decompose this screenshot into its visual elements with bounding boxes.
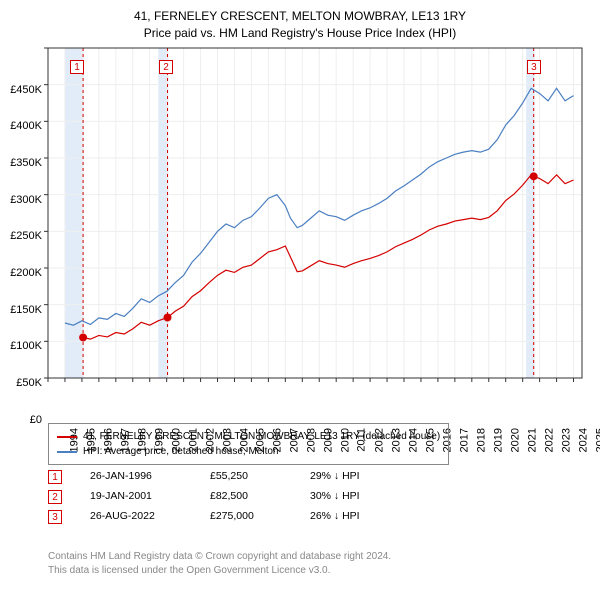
xtick-label: 2017: [458, 428, 470, 452]
ytick-label: £200K: [2, 267, 42, 279]
xtick-label: 2019: [492, 428, 504, 452]
event-price: £55,250: [210, 467, 282, 487]
event-price: £82,500: [210, 487, 282, 507]
event-delta: 30% ↓ HPI: [310, 487, 360, 507]
legend-swatch: [57, 451, 77, 453]
xtick-label: 2022: [543, 428, 555, 452]
event-number: 2: [48, 490, 62, 504]
legend-label: HPI: Average price, detached house, Melt…: [83, 444, 279, 459]
event-marker-1: 1: [70, 60, 84, 74]
xtick-label: 2020: [509, 428, 521, 452]
legend-label: 41, FERNELEY CRESCENT, MELTON MOWBRAY, L…: [83, 429, 440, 444]
ytick-label: £450K: [2, 84, 42, 96]
event-row: 2 19-JAN-2001 £82,500 30% ↓ HPI: [48, 487, 360, 507]
ytick-label: £50K: [2, 377, 42, 389]
legend-swatch: [57, 436, 77, 438]
xtick-label: 2018: [475, 428, 487, 452]
event-delta: 26% ↓ HPI: [310, 507, 360, 527]
xtick-label: 2025: [594, 428, 600, 452]
ytick-label: £250K: [2, 230, 42, 242]
chart-container: 41, FERNELEY CRESCENT, MELTON MOWBRAY, L…: [0, 0, 600, 590]
event-date: 26-JAN-1996: [90, 467, 182, 487]
legend-row: 41, FERNELEY CRESCENT, MELTON MOWBRAY, L…: [57, 429, 440, 444]
event-row: 1 26-JAN-1996 £55,250 29% ↓ HPI: [48, 467, 360, 487]
event-delta: 29% ↓ HPI: [310, 467, 360, 487]
ytick-label: £100K: [2, 340, 42, 352]
events-table: 1 26-JAN-1996 £55,250 29% ↓ HPI 2 19-JAN-2001…: [48, 467, 360, 527]
legend: 41, FERNELEY CRESCENT, MELTON MOWBRAY, L…: [48, 423, 449, 465]
xtick-label: 2021: [526, 428, 538, 452]
event-date: 26-AUG-2022: [90, 507, 182, 527]
footer-line-2: This data is licensed under the Open Gov…: [48, 564, 391, 578]
footer-attribution: Contains HM Land Registry data © Crown c…: [48, 550, 391, 578]
event-price: £275,000: [210, 507, 282, 527]
event-marker-3: 3: [527, 60, 541, 74]
xtick-label: 2024: [577, 428, 589, 452]
ytick-label: £300K: [2, 194, 42, 206]
event-number: 1: [48, 470, 62, 484]
legend-row: HPI: Average price, detached house, Melt…: [57, 444, 440, 459]
footer-line-1: Contains HM Land Registry data © Crown c…: [48, 550, 391, 564]
event-date: 19-JAN-2001: [90, 487, 182, 507]
ytick-label: £400K: [2, 120, 42, 132]
ytick-label: £0: [2, 414, 42, 426]
xtick-label: 2023: [560, 428, 572, 452]
ytick-label: £150K: [2, 304, 42, 316]
event-number: 3: [48, 510, 62, 524]
ytick-label: £350K: [2, 157, 42, 169]
event-marker-2: 2: [159, 60, 173, 74]
event-row: 3 26-AUG-2022 £275,000 26% ↓ HPI: [48, 507, 360, 527]
